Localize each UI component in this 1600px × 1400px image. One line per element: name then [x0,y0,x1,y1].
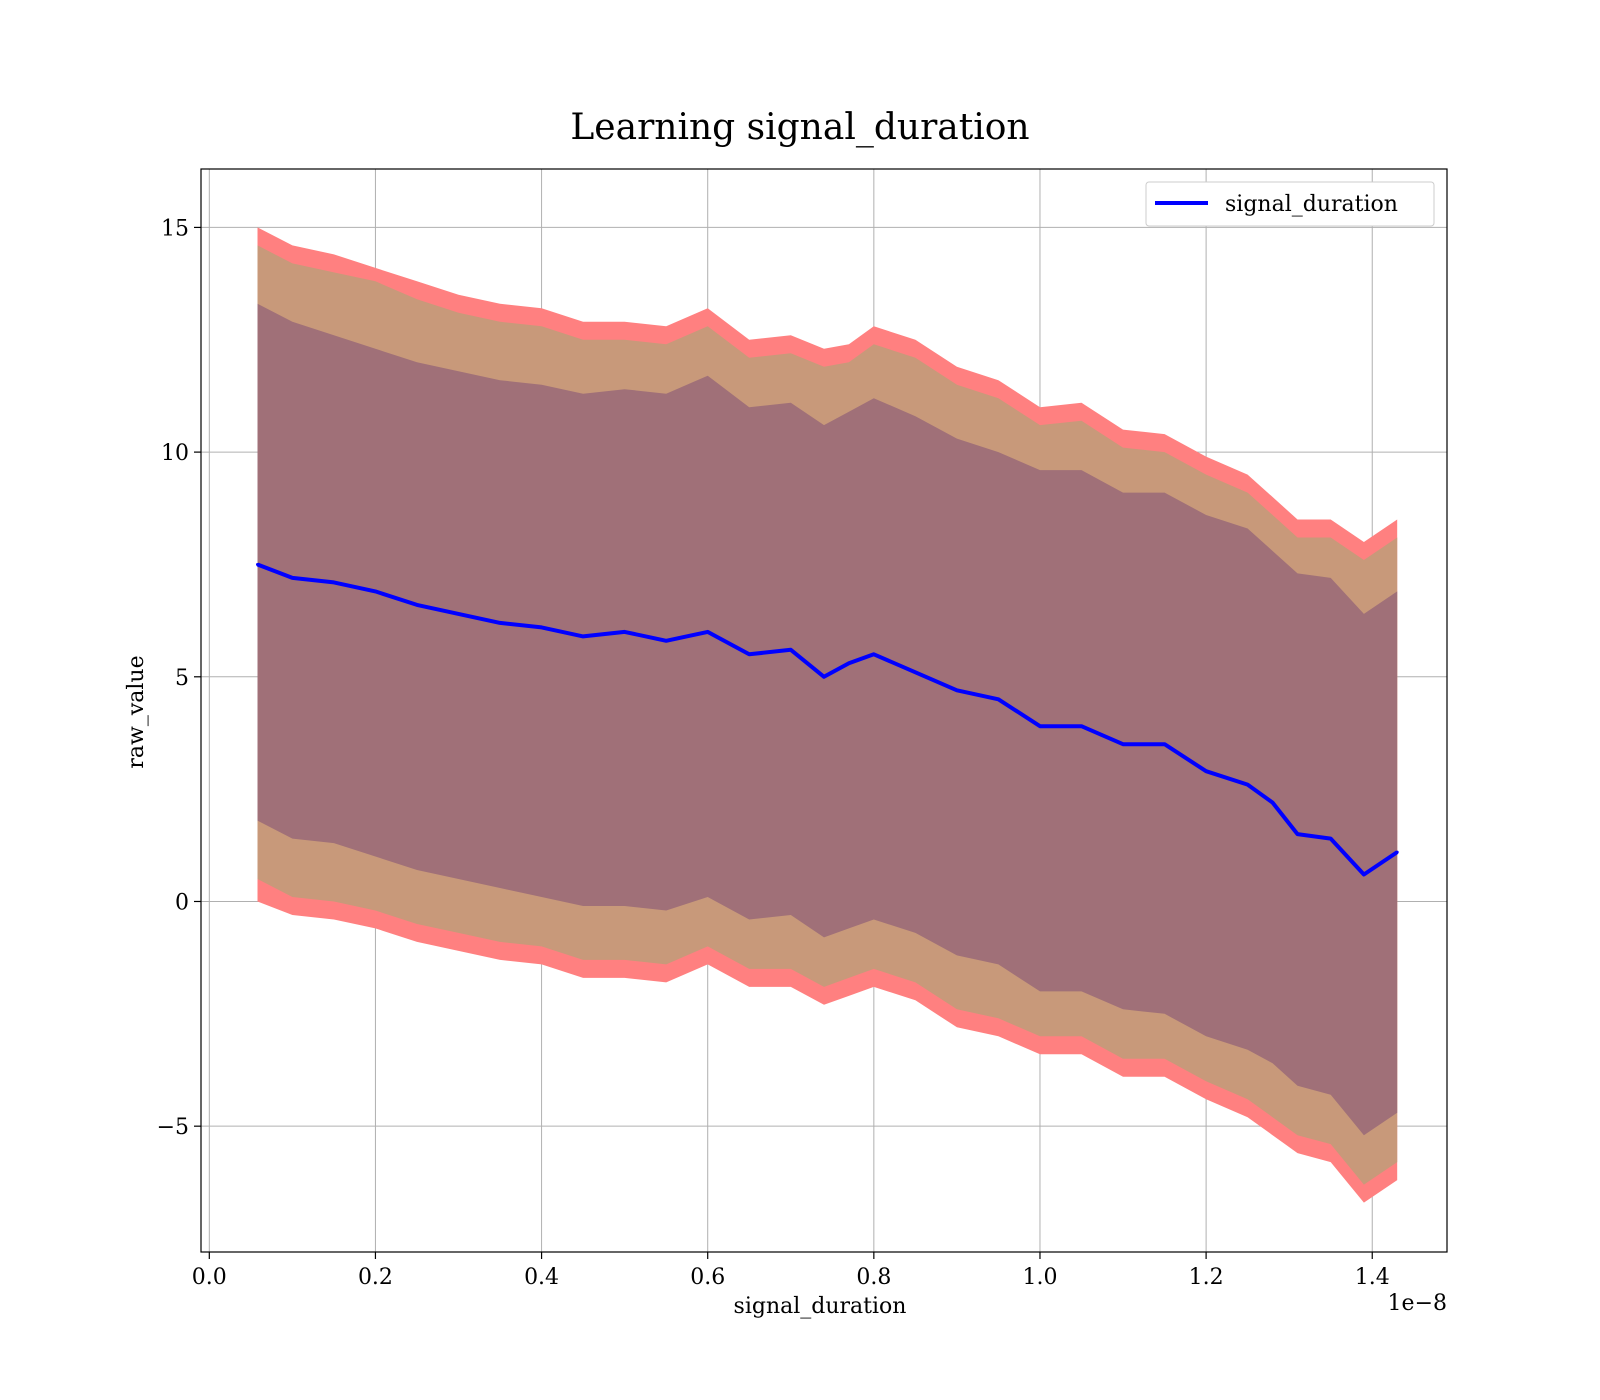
legend: signal_duration [1145,181,1435,227]
data-point [1271,801,1275,805]
data-point [1121,742,1125,746]
data-point [1296,832,1299,836]
x-tick-label: 0.6 [690,1265,725,1290]
data-point [498,621,502,625]
x-axis-label: signal_duration [734,1294,907,1319]
data-point [1395,850,1399,854]
line-layer [256,562,1399,877]
data-point [789,648,793,652]
legend-box [1145,181,1435,227]
data-point [955,688,959,692]
data-point [1163,742,1167,746]
y-tick-label: 15 [161,216,189,241]
data-point [373,589,377,593]
data-point [872,652,876,656]
data-point [996,697,1000,701]
data-point [913,670,917,674]
data-point [256,563,259,566]
data-point [664,639,668,643]
y-axis-label: raw_value [124,655,149,768]
x-tick-label: 0.8 [856,1265,891,1290]
data-point [822,675,826,679]
x-tick-label: 1.0 [1022,1265,1057,1290]
data-point [457,612,460,616]
y-tick-label: 0 [175,890,189,915]
x-tick-label: 1.2 [1189,1265,1224,1290]
data-point [540,625,544,629]
plot-frame [200,168,1448,1253]
data-point [1204,769,1208,773]
chart-title: Learning signal_duration [570,107,1029,148]
data-point [332,580,336,584]
x-tick-label: 1.4 [1355,1265,1390,1290]
data-point [706,630,710,634]
data-point [581,634,585,638]
y-tick-label: 5 [175,666,189,691]
data-point [623,630,627,634]
band-layer [257,227,1398,1203]
data-point [290,576,294,580]
data-point [747,652,751,656]
x-tick-label: 0.0 [192,1265,227,1290]
data-point [415,603,419,607]
data-point [1362,873,1366,876]
y-tick-label: −5 [157,1115,189,1140]
y-tick-label: 10 [161,441,189,466]
x-scale-offset-label: 1e−8 [1388,1291,1447,1316]
data-point [1329,837,1333,841]
data-point [847,661,851,665]
data-point [1080,724,1083,728]
axis-layer: 0.0 0.2 0.4 0.6 0.8 1.0 1.2 1.4 −5 0 5 10 15 [157,168,1448,1290]
x-tick-label: 0.4 [524,1265,559,1290]
legend-label: signal_duration [1225,192,1398,217]
x-tick-label: 0.2 [358,1265,393,1290]
confidence-band-3 [257,303,1398,1136]
data-point [1038,724,1042,728]
data-point [1246,783,1250,787]
